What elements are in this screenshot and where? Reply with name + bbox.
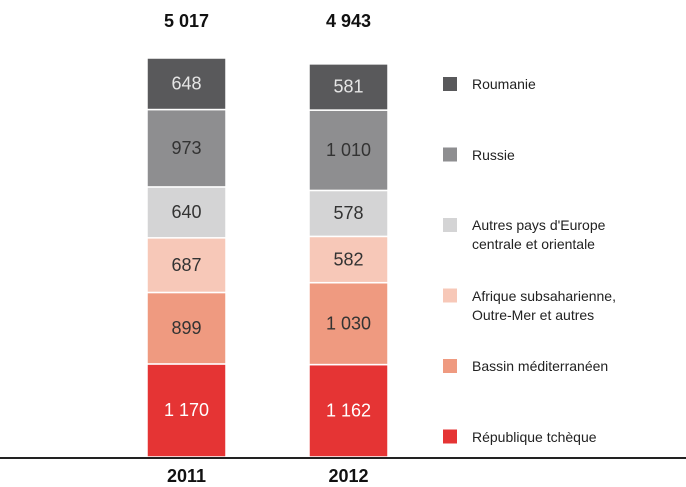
bar-segment (308, 109, 389, 192)
bar-segment (308, 363, 389, 458)
legend-label: Russie (472, 146, 515, 163)
legend-label: Autres pays d'Europe centrale et orienta… (472, 217, 606, 252)
value-label: 899 (171, 318, 201, 338)
bar-segment (308, 63, 389, 111)
legend-swatch (443, 288, 457, 303)
value-label: 1 010 (326, 140, 371, 160)
legend-label: Afrique subsaharienne, Outre-Mer et autr… (472, 287, 616, 323)
bar-segment (146, 57, 227, 111)
x-tick-label: 2011 (167, 466, 206, 486)
legend-swatch (443, 77, 457, 91)
bar-segment (146, 291, 227, 365)
value-label: 578 (333, 203, 363, 223)
bar-segment (308, 235, 389, 284)
legend-swatch (443, 147, 457, 162)
legend-swatch (443, 429, 457, 444)
value-label: 581 (333, 77, 363, 97)
bar-segment (146, 108, 227, 188)
total-label: 4 943 (326, 11, 371, 31)
legend-label: République tchèque (472, 428, 597, 445)
bar-segment (146, 237, 227, 294)
legend-label: Roumanie (472, 76, 536, 92)
legend-label: Bassin méditerranéen (472, 358, 609, 374)
value-label: 1 170 (164, 400, 209, 420)
bar-segment (308, 281, 389, 366)
value-label: 1 030 (326, 313, 371, 333)
legend-swatch (443, 218, 457, 232)
value-label: 973 (171, 138, 201, 158)
bar-segment (146, 363, 227, 458)
value-label: 582 (333, 249, 363, 269)
value-label: 640 (171, 202, 201, 222)
value-label: 1 162 (326, 401, 371, 421)
value-label: 687 (171, 255, 201, 275)
value-label: 648 (171, 74, 201, 94)
legend-swatch (443, 359, 457, 373)
x-tick-label: 2012 (328, 466, 368, 486)
total-label: 5 017 (164, 11, 209, 31)
